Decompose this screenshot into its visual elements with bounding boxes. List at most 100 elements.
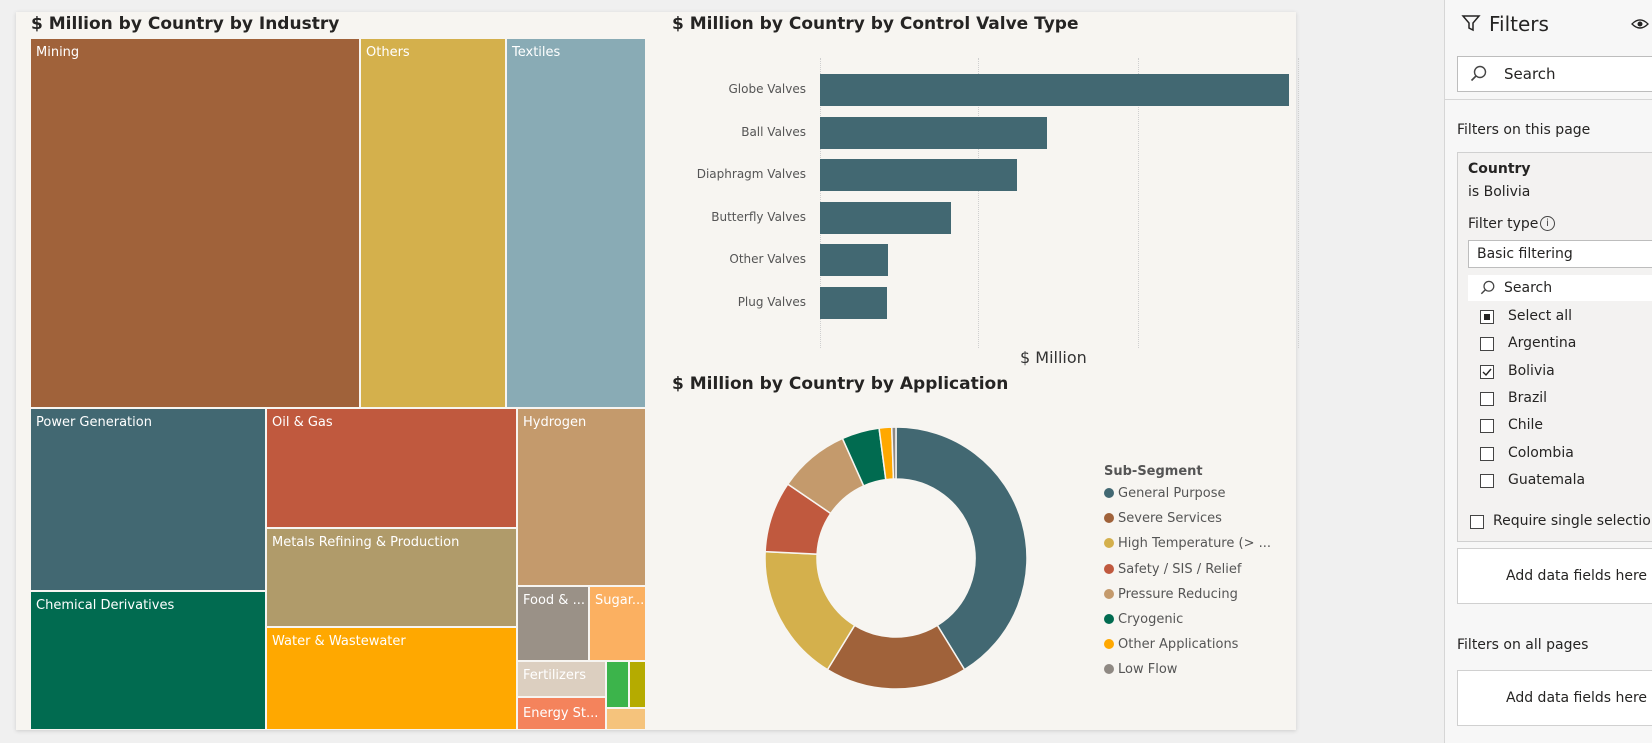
legend-label: General Purpose: [1118, 486, 1226, 501]
treemap-cell-power-generation[interactable]: Power Generation: [30, 408, 266, 591]
country-filter-card[interactable]: Country is Bolivia Filter type i Basic f…: [1457, 152, 1652, 542]
legend-item[interactable]: Low Flow: [1104, 662, 1177, 677]
donut-chart-visual[interactable]: Sub-Segment General Purpose Severe Servic…: [666, 402, 1296, 730]
legend-item[interactable]: Other Applications: [1104, 637, 1238, 652]
search-icon: [1480, 280, 1495, 295]
filter-card-condition: is Bolivia: [1468, 184, 1531, 200]
legend-label: Low Flow: [1118, 662, 1178, 678]
bar-diaphragm-valves[interactable]: [820, 159, 1017, 191]
bar-category-label: Globe Valves: [728, 82, 807, 96]
filter-item-label[interactable]: Brazil: [1508, 389, 1548, 406]
legend-item[interactable]: High Temperature (> ...: [1104, 536, 1271, 551]
filter-type-value: Basic filtering: [1477, 246, 1573, 262]
legend-item[interactable]: Severe Services: [1104, 511, 1222, 526]
legend-label: Cryogenic: [1118, 612, 1184, 627]
checkbox-colombia[interactable]: [1480, 446, 1494, 461]
donut-slice-general-purpose[interactable]: [895, 426, 1028, 671]
gridline: [1138, 58, 1139, 348]
partial-check-mark: [1484, 314, 1490, 320]
treemap-label: Textiles: [512, 45, 561, 60]
search-icon: [1470, 65, 1487, 82]
require-single-label: Require single selection: [1493, 513, 1652, 529]
donut-chart-title: $ Million by Country by Application: [672, 374, 1009, 394]
filter-icon: [1461, 15, 1481, 32]
checkbox-bolivia[interactable]: [1480, 364, 1494, 379]
bar-chart-visual[interactable]: $ Million Globe Valves Ball Valves Diaphra…: [666, 40, 1299, 370]
filter-item-label[interactable]: Argentina: [1508, 335, 1577, 352]
treemap-cell-fertilizers[interactable]: Fertilizers: [517, 661, 606, 697]
bar-category-label: Ball Valves: [741, 124, 806, 139]
checkbox-argentina[interactable]: [1480, 337, 1494, 352]
bar-category-label: Diaphragm Valves: [696, 167, 806, 181]
legend-dot: [1104, 563, 1114, 574]
treemap-cell-sugar[interactable]: Sugar...: [589, 586, 646, 661]
bar-other-valves[interactable]: [820, 244, 888, 276]
treemap-label: Power Generation: [36, 415, 152, 430]
donut-slice-low-flow[interactable]: [890, 426, 897, 480]
filter-item-label[interactable]: Colombia: [1508, 444, 1574, 461]
add-data-fields-all-label: Add data fields here: [1506, 690, 1648, 706]
add-data-fields-page-label: Add data fields here: [1506, 568, 1648, 584]
filter-card-search-input[interactable]: Search: [1468, 275, 1652, 301]
treemap-visual[interactable]: Mining Others Textiles Power Generation …: [30, 38, 646, 730]
donut-legend-title: Sub-Segment: [1104, 464, 1203, 479]
legend-dot: [1104, 614, 1114, 624]
legend-dot: [1104, 513, 1114, 524]
checkbox-brazil[interactable]: [1480, 391, 1494, 406]
treemap-cell-metals-refining[interactable]: Metals Refining & Production: [266, 528, 517, 627]
filters-search-input[interactable]: Search: [1457, 56, 1652, 92]
filter-type-dropdown[interactable]: Basic filtering: [1468, 240, 1652, 268]
treemap-cell-small-tan[interactable]: [606, 708, 646, 730]
treemap-cell-food[interactable]: Food & ...: [517, 586, 589, 661]
treemap-cell-others[interactable]: Others: [360, 38, 506, 408]
legend-item[interactable]: Pressure Reducing: [1104, 587, 1238, 602]
treemap-label: Mining: [36, 45, 80, 60]
treemap-cell-energy-storage[interactable]: Energy St...: [517, 697, 606, 730]
checkbox-guatemala[interactable]: [1480, 473, 1494, 488]
check-icon: [1482, 368, 1492, 376]
add-data-fields-all[interactable]: Add data fields here: [1457, 670, 1652, 726]
filter-items-list: Select all Argentina Bolivia Brazil Chile Col…: [1458, 303, 1652, 491]
treemap-cell-small-olive[interactable]: [629, 661, 646, 708]
legend-item[interactable]: Safety / SIS / Relief: [1104, 562, 1241, 577]
bar-globe-valves[interactable]: [820, 74, 1289, 106]
legend-dot: [1104, 538, 1114, 549]
filters-title: Filters: [1489, 12, 1549, 36]
checkbox-chile[interactable]: [1480, 419, 1494, 434]
filter-card-field: Country: [1468, 161, 1531, 177]
filters-search-placeholder: Search: [1504, 65, 1556, 83]
bar-plug-valves[interactable]: [820, 286, 887, 319]
treemap-label: Water & Wastewater: [272, 634, 406, 649]
bar-ball-valves[interactable]: [820, 116, 1048, 149]
legend-label: Severe Services: [1118, 511, 1222, 527]
treemap-cell-chemical-derivatives[interactable]: Chemical Derivatives: [30, 591, 266, 730]
filter-item-label[interactable]: Guatemala: [1508, 471, 1586, 488]
donut-chart-svg: [764, 426, 1028, 690]
treemap-cell-textiles[interactable]: Textiles: [506, 38, 646, 408]
divider: [1445, 99, 1652, 100]
treemap-label: Others: [366, 45, 410, 60]
filters-on-page-heading: Filters on this page: [1457, 122, 1591, 138]
eye-icon[interactable]: [1631, 17, 1649, 31]
legend-item[interactable]: Cryogenic: [1104, 612, 1183, 627]
treemap-cell-mining[interactable]: Mining: [30, 38, 360, 408]
treemap-cell-hydrogen[interactable]: Hydrogen: [517, 408, 646, 586]
treemap-label: Metals Refining & Production: [272, 535, 460, 550]
bar-butterfly-valves[interactable]: [820, 201, 952, 234]
info-icon[interactable]: i: [1540, 216, 1555, 231]
treemap-cell-water-wastewater[interactable]: Water & Wastewater: [266, 627, 517, 730]
legend-item[interactable]: General Purpose: [1104, 486, 1226, 501]
gridline: [978, 58, 979, 348]
filter-item-label[interactable]: Select all: [1508, 308, 1572, 324]
filter-item-label[interactable]: Bolivia: [1508, 362, 1555, 379]
add-data-fields-page[interactable]: Add data fields here: [1457, 548, 1652, 604]
treemap-cell-small-green[interactable]: [606, 661, 629, 708]
require-single-checkbox[interactable]: [1470, 515, 1484, 529]
treemap-label: Sugar...: [595, 593, 645, 608]
treemap-cell-oil-gas[interactable]: Oil & Gas: [266, 408, 517, 528]
filters-pane: Filters Search Filters on this page Coun…: [1444, 0, 1652, 743]
legend-label: Other Applications: [1118, 637, 1239, 653]
checkbox-select-all[interactable]: [1480, 310, 1494, 324]
filter-item-label[interactable]: Chile: [1508, 417, 1544, 434]
filter-type-label: Filter type: [1468, 216, 1539, 232]
